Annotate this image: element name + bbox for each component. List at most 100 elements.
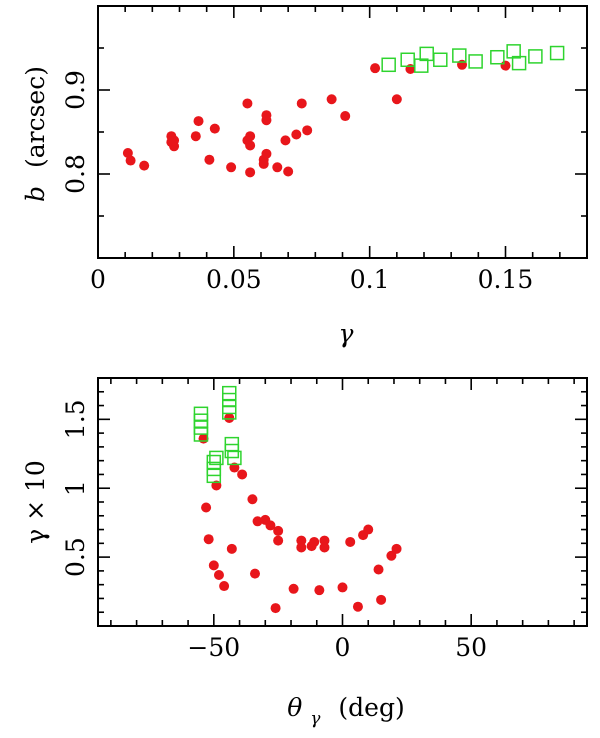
top-y-axis-label: b (arcsec) bbox=[21, 66, 50, 202]
top-red-point bbox=[370, 63, 381, 74]
bottom-x-tick-label: 50 bbox=[455, 633, 487, 662]
top-red-point bbox=[291, 129, 302, 140]
top-red-point bbox=[302, 125, 313, 136]
bottom-y-tick-label: 0.5 bbox=[61, 537, 90, 577]
top-green-square-point bbox=[381, 57, 396, 73]
bottom-red-point bbox=[345, 536, 356, 547]
top-tick-labels: 0 0.05 0.1 0.15 0.8 0.9 bbox=[61, 70, 533, 294]
bottom-red-point bbox=[319, 535, 330, 546]
bottom-red-point bbox=[376, 594, 387, 605]
top-red-point bbox=[500, 60, 511, 71]
bottom-red-point bbox=[237, 469, 248, 480]
top-red-point bbox=[125, 155, 136, 166]
bottom-red-point bbox=[288, 583, 299, 594]
bottom-green-square-point bbox=[193, 427, 209, 442]
top-red-point bbox=[245, 167, 256, 178]
top-x-tick-label: 0.05 bbox=[206, 265, 262, 294]
top-green-square-point bbox=[400, 52, 415, 68]
bottom-x-tick-label: 0 bbox=[335, 633, 351, 662]
bottom-green-square-point bbox=[227, 450, 242, 466]
top-green-square-point bbox=[528, 49, 543, 64]
top-red-point bbox=[169, 135, 180, 146]
bottom-red-point bbox=[203, 534, 214, 545]
bottom-red-point bbox=[224, 412, 235, 423]
bottom-y-axis-label: γ × 10 bbox=[21, 460, 50, 544]
top-x-tick-label: 0 bbox=[90, 265, 106, 294]
bottom-red-point bbox=[247, 494, 258, 505]
bottom-red-point bbox=[249, 568, 260, 579]
top-x-axis-label: γ bbox=[339, 319, 354, 348]
bottom-x-axis-symbol: θ bbox=[287, 693, 302, 722]
bottom-green-square-point bbox=[209, 450, 224, 466]
bottom-red-point bbox=[252, 516, 263, 527]
top-red-point bbox=[296, 98, 307, 109]
bottom-red-point bbox=[309, 536, 320, 547]
top-ticks bbox=[97, 5, 588, 259]
bottom-red-point bbox=[273, 535, 284, 546]
bottom-red-point bbox=[201, 502, 212, 513]
bottom-red-point bbox=[352, 601, 363, 612]
bottom-red-point bbox=[219, 581, 230, 592]
top-green-square-point bbox=[452, 48, 467, 63]
top-x-tick-label: 0.1 bbox=[350, 265, 390, 294]
top-red-point bbox=[226, 162, 237, 173]
bottom-red-point bbox=[213, 570, 224, 581]
bottom-x-axis-label: θ γ (deg) bbox=[287, 693, 404, 730]
top-green-square-point bbox=[506, 44, 521, 59]
bottom-red-point bbox=[265, 520, 276, 531]
bottom-tick-labels: −50 0 50 0.5 1 1.5 bbox=[61, 399, 487, 662]
top-green-square-point bbox=[468, 54, 483, 69]
top-red-point bbox=[326, 94, 337, 105]
top-red-point bbox=[242, 98, 253, 109]
bottom-red-point bbox=[363, 524, 374, 535]
bottom-red-point bbox=[386, 550, 397, 561]
top-red-point bbox=[391, 94, 402, 105]
bottom-x-axis-unit: (deg) bbox=[338, 693, 404, 722]
bottom-red-point bbox=[337, 582, 348, 593]
top-green-square-point bbox=[433, 52, 448, 68]
bottom-red-point bbox=[373, 564, 384, 575]
top-panel: 0 0.05 0.1 0.15 0.8 0.9 γ b (arcsec) bbox=[21, 5, 588, 348]
top-green-square-point bbox=[511, 55, 527, 71]
top-red-point bbox=[283, 166, 294, 177]
bottom-ticks bbox=[98, 377, 587, 627]
top-green-square-point bbox=[490, 49, 505, 65]
bottom-y-axis-text: γ × 10 bbox=[21, 460, 50, 544]
bottom-red-point bbox=[270, 603, 281, 614]
bottom-green-square-point bbox=[222, 405, 237, 420]
top-y-tick-label: 0.8 bbox=[61, 154, 90, 194]
top-green-square-point bbox=[414, 58, 429, 73]
top-y-axis-symbol: b bbox=[21, 186, 50, 202]
top-red-point bbox=[245, 131, 256, 142]
bottom-green-square-point bbox=[206, 468, 222, 484]
top-red-point bbox=[190, 131, 201, 142]
top-red-point bbox=[204, 154, 215, 165]
bottom-red-point bbox=[208, 560, 219, 571]
bottom-red-point bbox=[296, 542, 307, 553]
top-red-point bbox=[280, 135, 291, 146]
bottom-y-tick-label: 1.5 bbox=[61, 399, 90, 439]
bottom-panel: −50 0 50 0.5 1 1.5 θ γ (deg) γ × 10 bbox=[21, 377, 588, 730]
bottom-x-tick-label: −50 bbox=[187, 633, 240, 662]
svg-text:b (arcsec): b (arcsec) bbox=[21, 66, 50, 202]
bottom-red-point bbox=[226, 543, 237, 554]
bottom-red-point bbox=[391, 543, 402, 554]
top-red-point bbox=[272, 162, 283, 173]
top-red-point bbox=[258, 158, 269, 169]
bottom-points bbox=[193, 385, 402, 614]
top-red-point bbox=[193, 116, 204, 127]
bottom-red-point bbox=[273, 525, 284, 536]
bottom-y-tick-label: 1 bbox=[61, 480, 90, 496]
top-points bbox=[122, 44, 565, 178]
top-y-tick-label: 0.9 bbox=[61, 70, 90, 110]
top-red-point bbox=[139, 160, 150, 171]
top-red-point bbox=[340, 111, 351, 122]
top-x-tick-label: 0.15 bbox=[478, 265, 534, 294]
bottom-x-axis-subscript: γ bbox=[310, 709, 321, 729]
top-red-point bbox=[261, 110, 272, 121]
top-red-point bbox=[122, 148, 133, 158]
top-red-point bbox=[261, 148, 272, 159]
top-y-axis-unit: (arcsec) bbox=[21, 66, 50, 168]
top-green-square-point bbox=[549, 45, 565, 61]
